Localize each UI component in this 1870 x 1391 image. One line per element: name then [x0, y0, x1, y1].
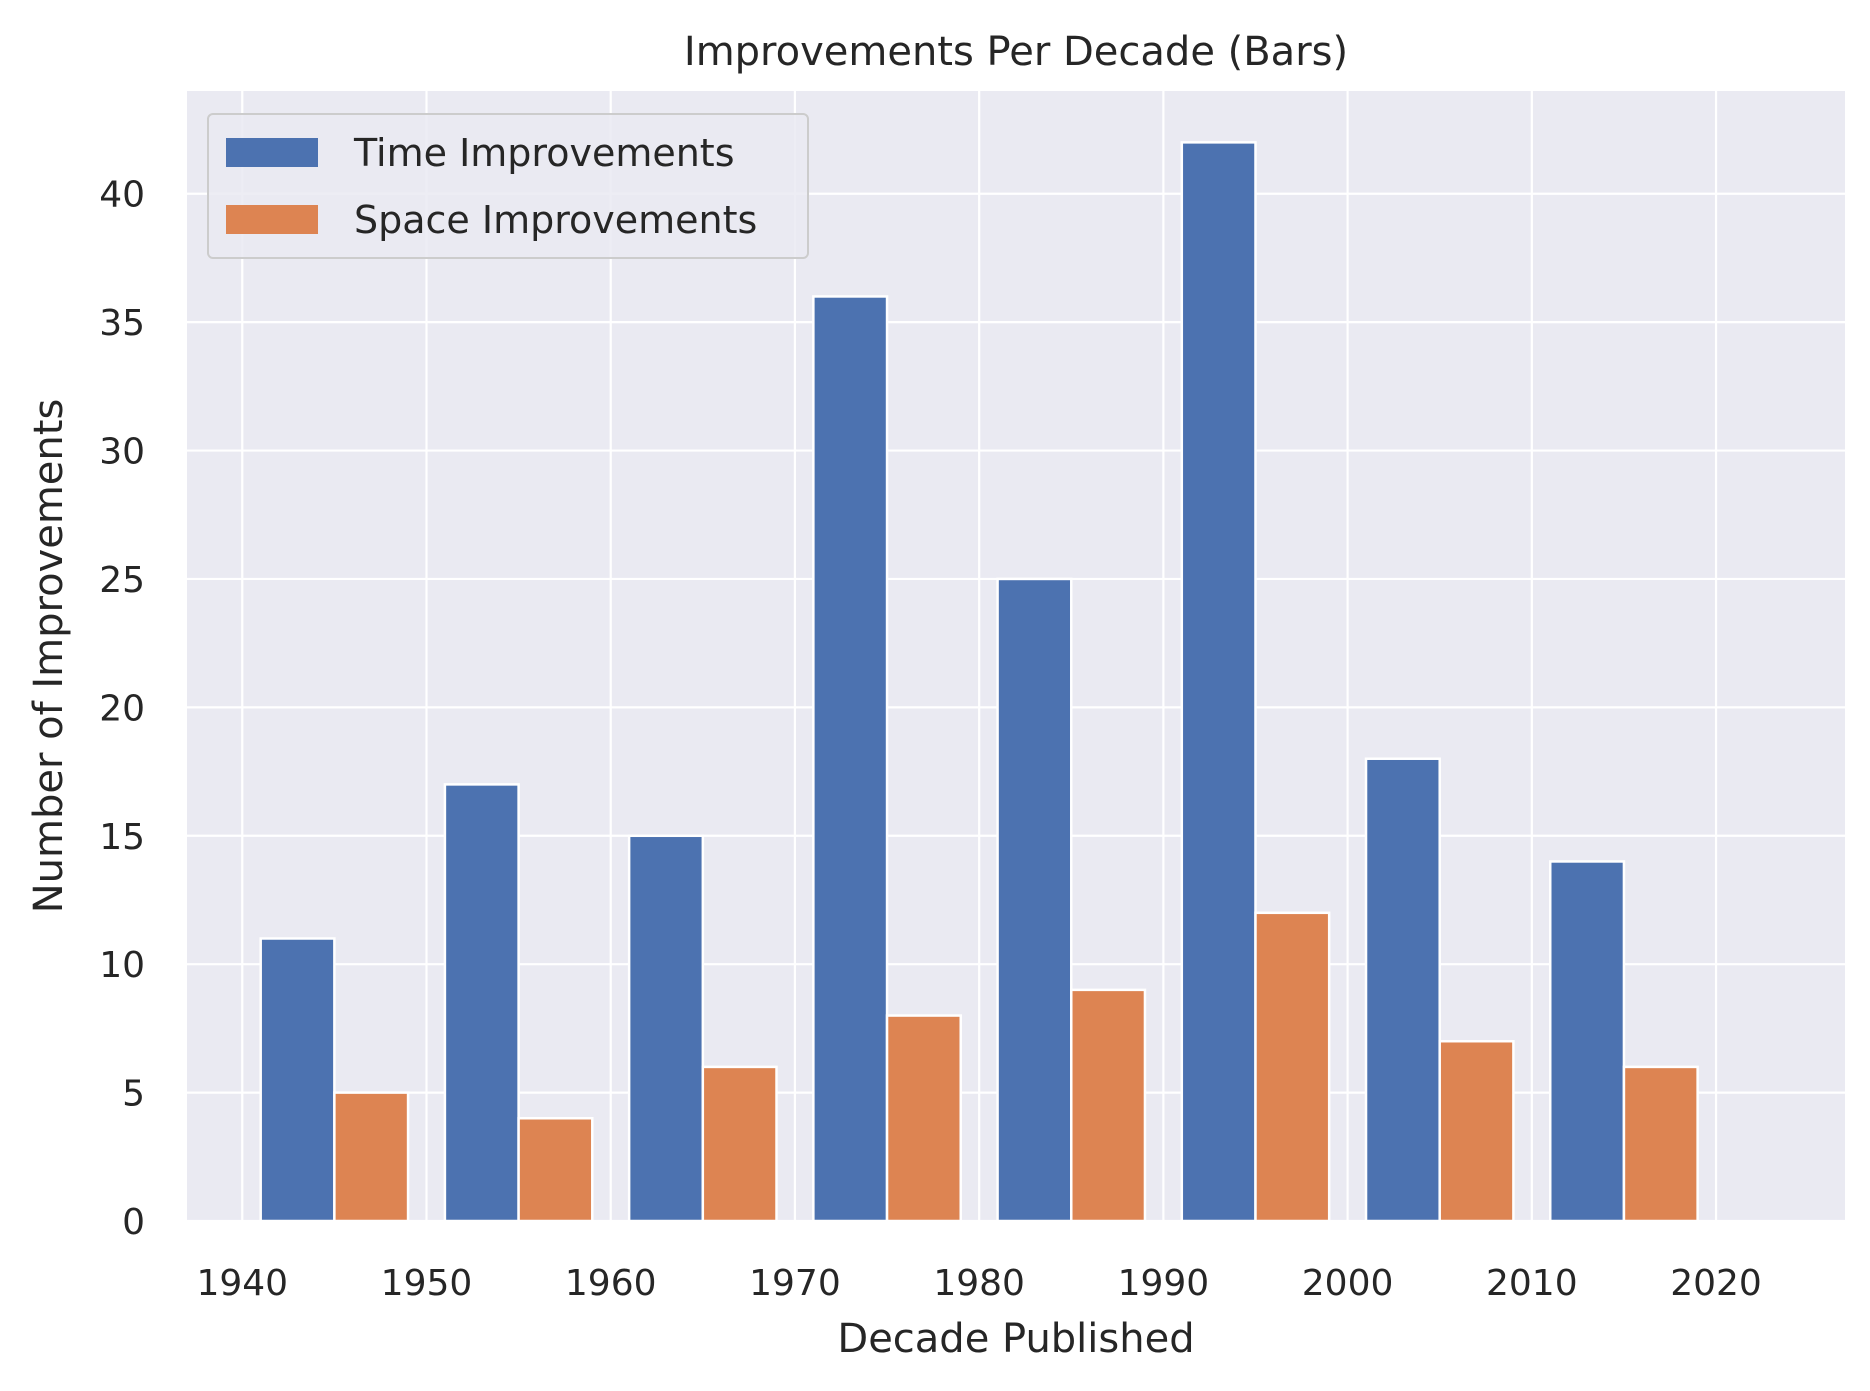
- y-axis-ticks: 0 5 10 15 20 25 30 35 40: [99, 175, 145, 1243]
- bars: [259, 141, 1699, 1223]
- x-tick-label: 2020: [1670, 1263, 1762, 1304]
- x-tick-label: 1990: [1118, 1263, 1210, 1304]
- x-axis-label: Decade Published: [837, 1316, 1194, 1362]
- bar-time-2000: [1364, 757, 1441, 1223]
- series-time-bars: [259, 141, 1626, 1223]
- y-tick-label: 40: [99, 175, 145, 216]
- y-tick-label: 10: [99, 945, 145, 986]
- x-tick-label: 2000: [1302, 1263, 1394, 1304]
- y-tick-label: 35: [99, 303, 145, 344]
- y-tick-label: 0: [122, 1202, 145, 1243]
- x-tick-label: 1950: [381, 1263, 473, 1304]
- legend-swatch-space: [226, 205, 318, 234]
- bar-space-1970: [885, 1014, 962, 1223]
- x-tick-label: 1970: [749, 1263, 841, 1304]
- y-tick-label: 15: [99, 817, 145, 858]
- bar-time-2010: [1548, 860, 1626, 1223]
- chart-title: Improvements Per Decade (Bars): [684, 29, 1348, 75]
- legend-label-space: Space Improvements: [354, 198, 757, 242]
- y-axis-label: Number of Improvements: [26, 399, 72, 914]
- x-tick-label: 1960: [565, 1263, 657, 1304]
- bar-space-1990: [1254, 911, 1331, 1223]
- bar-space-1980: [1070, 988, 1147, 1223]
- bar-time-1950: [443, 783, 520, 1223]
- bar-time-1960: [627, 834, 705, 1223]
- bar-space-1950: [517, 1117, 594, 1223]
- bar-space-1940: [333, 1091, 410, 1223]
- grid-lines: [187, 91, 1845, 1223]
- x-tick-label: 1980: [933, 1263, 1025, 1304]
- legend-frame: [207, 113, 809, 259]
- x-tick-label: 1940: [196, 1263, 288, 1304]
- bar-space-1960: [701, 1065, 778, 1223]
- series-space-bars: [333, 911, 1699, 1223]
- bar-time-1940: [259, 937, 336, 1223]
- bar-time-1970: [812, 295, 889, 1223]
- bar-space-2010: [1622, 1065, 1699, 1223]
- legend-swatch-time: [226, 138, 318, 167]
- x-tick-label: 2010: [1486, 1263, 1578, 1304]
- legend: Time Improvements Space Improvements: [207, 113, 809, 259]
- bar-time-1980: [996, 577, 1073, 1223]
- y-tick-label: 20: [99, 688, 145, 729]
- bar-time-1990: [1180, 141, 1257, 1223]
- y-tick-label: 25: [99, 560, 145, 601]
- y-tick-label: 30: [99, 432, 145, 473]
- y-tick-label: 5: [122, 1074, 145, 1115]
- x-axis-ticks: 1940 1950 1960 1970 1980 1990 2000 2010 2020: [196, 1263, 1761, 1304]
- bar-space-2000: [1438, 1039, 1515, 1223]
- legend-label-time: Time Improvements: [353, 131, 735, 175]
